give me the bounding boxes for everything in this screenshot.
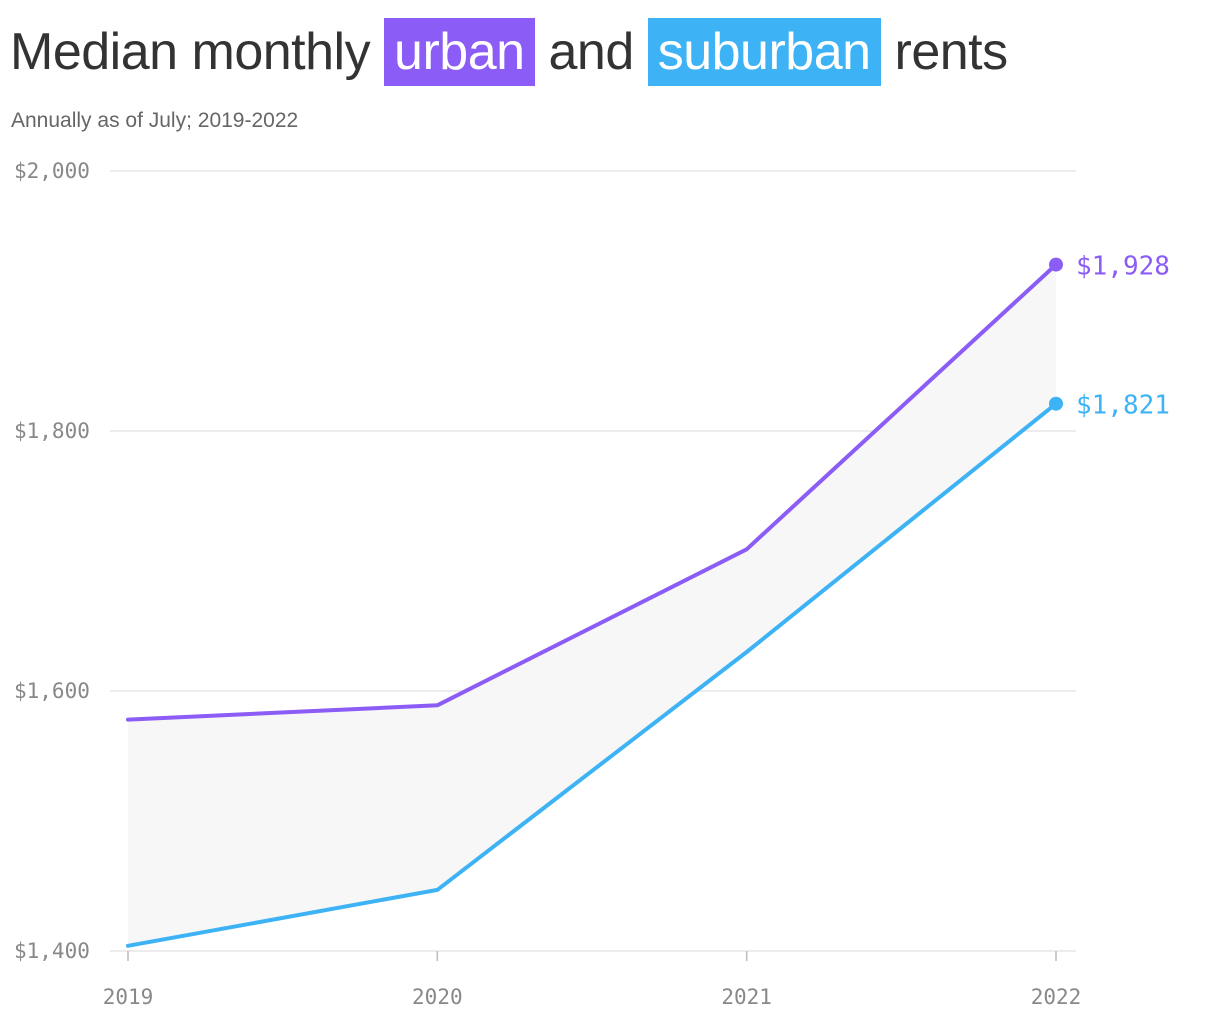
y-tick-label: $1,800 [14,419,90,443]
title-suburban-highlight: suburban [647,18,881,86]
title-urban-highlight: urban [384,18,535,86]
gap-band-area [128,264,1056,946]
x-tick-label: 2019 [103,985,154,1009]
chart-title: Median monthly urban and suburban rents [10,14,1008,90]
chart-subtitle: Annually as of July; 2019-2022 [11,109,299,132]
urban-series-line [126,262,1058,722]
suburban-end-point [1049,396,1063,411]
y-tick-label: $1,400 [14,939,90,963]
suburban-end-label: $1,821 [1076,391,1170,421]
title-pre: Median monthly [10,23,371,81]
y-tick-label: $2,000 [14,159,90,183]
suburban-series-line [126,401,1058,948]
urban-end-label: $1,928 [1076,252,1170,282]
title-and: and [548,23,634,81]
x-tick-label: 2020 [412,985,463,1009]
x-tick-label: 2022 [1031,985,1082,1009]
x-tick-label: 2021 [721,985,772,1009]
title-post: rents [894,23,1009,81]
y-tick-label: $1,600 [14,679,90,703]
urban-end-point [1049,257,1063,272]
